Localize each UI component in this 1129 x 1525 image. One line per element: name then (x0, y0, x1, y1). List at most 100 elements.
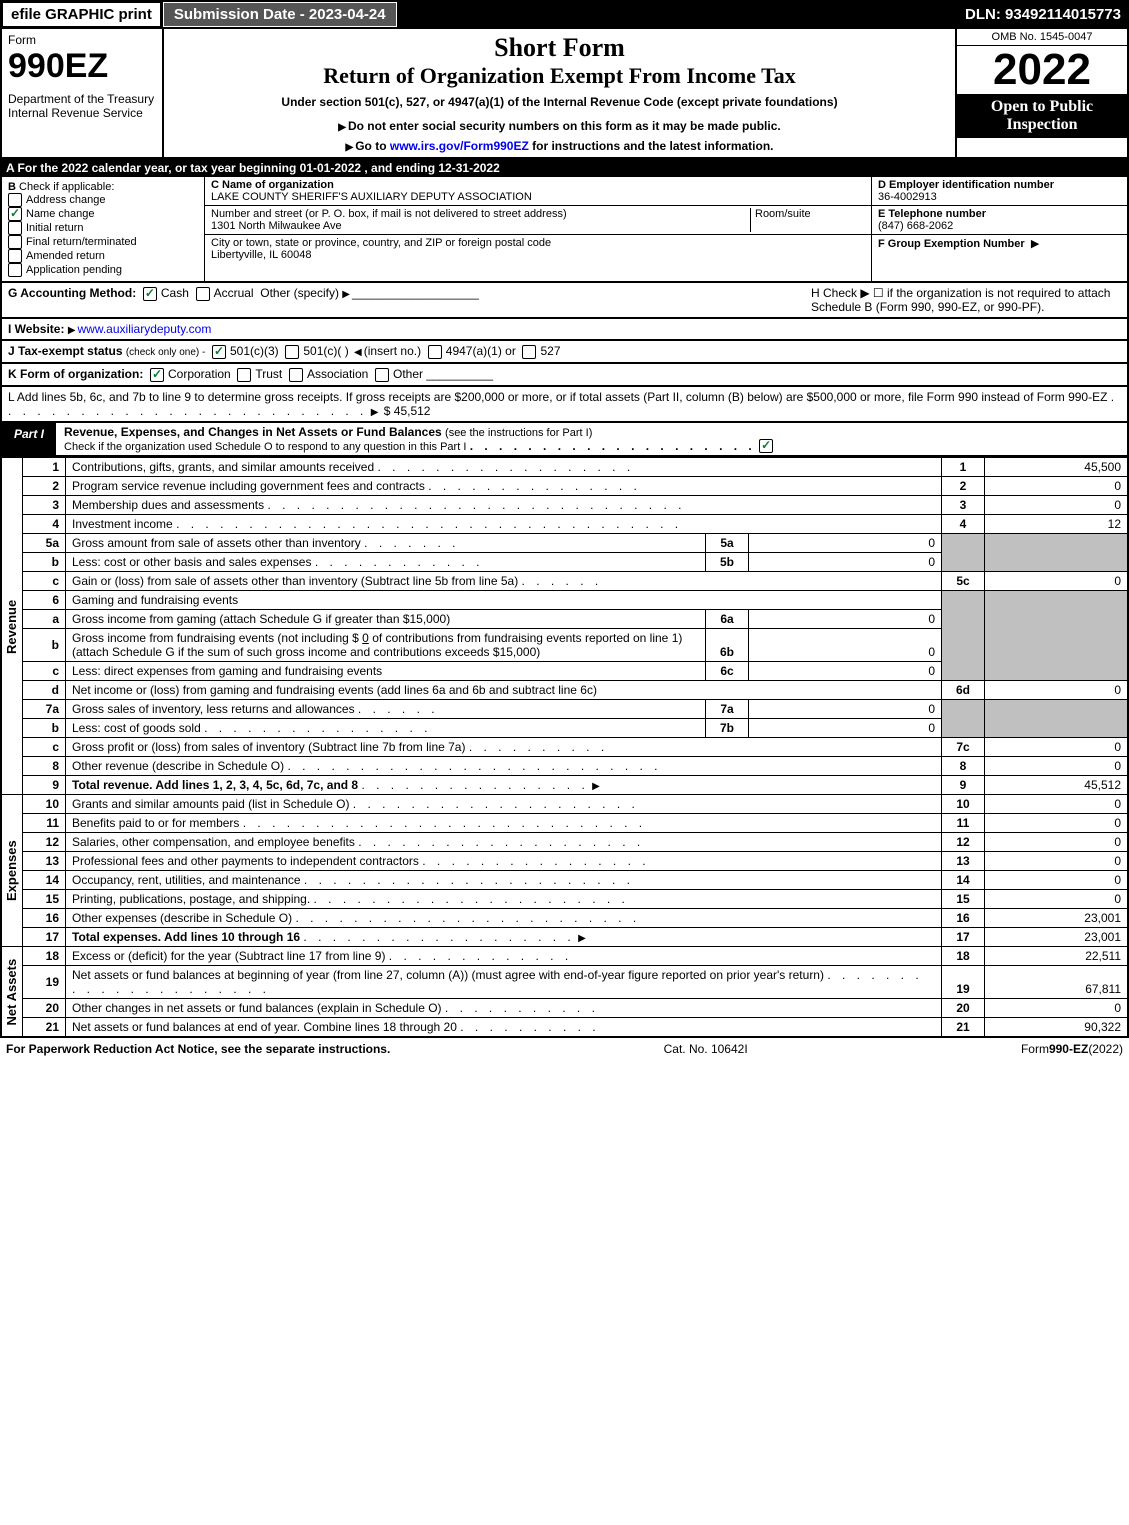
page-footer: For Paperwork Reduction Act Notice, see … (0, 1038, 1129, 1060)
line-14-desc: Occupancy, rent, utilities, and maintena… (72, 873, 301, 887)
website-link[interactable]: www.auxiliarydeputy.com (78, 322, 212, 336)
form-label: Form (8, 33, 156, 47)
line-8-rn: 8 (942, 757, 985, 776)
footer-year: (2022) (1088, 1042, 1123, 1056)
net-assets-label: Net Assets (1, 947, 23, 1038)
part-1-tab: Part I (2, 423, 56, 456)
line-1-desc: Contributions, gifts, grants, and simila… (72, 460, 374, 474)
bullet-2: Go to www.irs.gov/Form990EZ for instruct… (172, 139, 947, 153)
line-5c-desc: Gain or (loss) from sale of assets other… (72, 574, 518, 588)
line-19-num: 19 (23, 966, 66, 999)
line-6a-num: a (23, 610, 66, 629)
line-16-rv: 23,001 (985, 909, 1129, 928)
addr-label: Number and street (or P. O. box, if mail… (211, 208, 567, 220)
street-address: 1301 North Milwaukee Ave (211, 220, 342, 232)
phone-label: E Telephone number (878, 208, 986, 220)
form-number: 990EZ (8, 47, 156, 86)
line-2-rn: 2 (942, 477, 985, 496)
submission-date: Submission Date - 2023-04-24 (163, 2, 397, 27)
checkbox-4947[interactable] (428, 345, 442, 359)
title-return: Return of Organization Exempt From Incom… (172, 63, 947, 89)
dept-label: Department of the Treasury Internal Reve… (8, 92, 156, 120)
line-5a-mv: 0 (749, 534, 942, 553)
line-5a-num: 5a (23, 534, 66, 553)
checkbox-corp[interactable] (150, 368, 164, 382)
checkbox-addr-change[interactable] (8, 193, 22, 207)
checkbox-name-change[interactable] (8, 207, 22, 221)
line-11-desc: Benefits paid to or for members (72, 816, 239, 830)
line-6c-mv: 0 (749, 662, 942, 681)
section-k: K Form of organization: Corporation Trus… (0, 364, 1129, 387)
line-7b-mv: 0 (749, 719, 942, 738)
checkbox-501c[interactable] (285, 345, 299, 359)
checkbox-final[interactable] (8, 235, 22, 249)
line-17-rv: 23,001 (985, 928, 1129, 947)
info-section: B Check if applicable: Address change Na… (0, 177, 1129, 283)
footer-right-pre: Form (1021, 1042, 1049, 1056)
section-a: A For the 2022 calendar year, or tax yea… (0, 159, 1129, 177)
line-10-rn: 10 (942, 795, 985, 814)
line-6d-desc: Net income or (loss) from gaming and fun… (66, 681, 942, 700)
section-def: D Employer identification number 36-4002… (871, 177, 1127, 281)
j-note: (check only one) - (126, 347, 205, 358)
line-5b-desc: Less: cost or other basis and sales expe… (72, 555, 311, 569)
table-row: Net Assets 18Excess or (deficit) for the… (1, 947, 1128, 966)
checkbox-cash[interactable] (143, 287, 157, 301)
omb-number: OMB No. 1545-0047 (957, 29, 1127, 46)
section-j: J Tax-exempt status (check only one) - 5… (0, 341, 1129, 364)
irs-link[interactable]: www.irs.gov/Form990EZ (390, 139, 529, 153)
table-row: Expenses 10Grants and similar amounts pa… (1, 795, 1128, 814)
line-21-num: 21 (23, 1018, 66, 1038)
footer-form: 990-EZ (1049, 1042, 1088, 1056)
cash-label: Cash (161, 286, 189, 300)
line-7a-num: 7a (23, 700, 66, 719)
checkbox-initial[interactable] (8, 221, 22, 235)
table-row: Revenue 1 Contributions, gifts, grants, … (1, 458, 1128, 477)
assoc-label: Association (307, 367, 368, 381)
table-row: 3Membership dues and assessments . . . .… (1, 496, 1128, 515)
501c3-label: 501(c)(3) (230, 344, 279, 358)
bullet-2-pre: Go to (355, 139, 390, 153)
501c-label: 501(c)( ) (303, 344, 348, 358)
line-15-rv: 0 (985, 890, 1129, 909)
check-if-label: Check if applicable: (19, 181, 114, 193)
line-21-desc: Net assets or fund balances at end of ye… (72, 1020, 457, 1034)
checkbox-trust[interactable] (237, 368, 251, 382)
line-6d-rv: 0 (985, 681, 1129, 700)
title-short-form: Short Form (172, 33, 947, 63)
expenses-label: Expenses (1, 795, 23, 947)
line-1-rn: 1 (942, 458, 985, 477)
checkbox-amended[interactable] (8, 249, 22, 263)
trust-label: Trust (255, 367, 282, 381)
line-4-rn: 4 (942, 515, 985, 534)
line-6b-mn: 6b (706, 629, 749, 662)
line-5b-mv: 0 (749, 553, 942, 572)
checkbox-schedule-o[interactable] (759, 439, 773, 453)
checkbox-assoc[interactable] (289, 368, 303, 382)
line-12-rn: 12 (942, 833, 985, 852)
checkbox-501c3[interactable] (212, 345, 226, 359)
line-11-num: 11 (23, 814, 66, 833)
line-9-num: 9 (23, 776, 66, 795)
corp-label: Corporation (168, 367, 231, 381)
line-9-rn: 9 (942, 776, 985, 795)
line-8-num: 8 (23, 757, 66, 776)
form-header: Form 990EZ Department of the Treasury In… (0, 29, 1129, 159)
bullet-2-post: for instructions and the latest informat… (529, 139, 774, 153)
efile-print-button[interactable]: efile GRAPHIC print (2, 2, 161, 27)
checkbox-pending[interactable] (8, 263, 22, 277)
k-label: K Form of organization: (8, 367, 143, 381)
initial-label: Initial return (26, 222, 83, 234)
line-6b-num: b (23, 629, 66, 662)
line-20-num: 20 (23, 999, 66, 1018)
checkbox-accrual[interactable] (196, 287, 210, 301)
line-9-rv: 45,512 (985, 776, 1129, 795)
line-9-desc: Total revenue. Add lines 1, 2, 3, 4, 5c,… (72, 778, 358, 792)
bullet-1: Do not enter social security numbers on … (172, 119, 947, 133)
line-15-num: 15 (23, 890, 66, 909)
checkbox-other-org[interactable] (375, 368, 389, 382)
checkbox-527[interactable] (522, 345, 536, 359)
revenue-label: Revenue (1, 458, 23, 795)
line-14-num: 14 (23, 871, 66, 890)
line-12-rv: 0 (985, 833, 1129, 852)
